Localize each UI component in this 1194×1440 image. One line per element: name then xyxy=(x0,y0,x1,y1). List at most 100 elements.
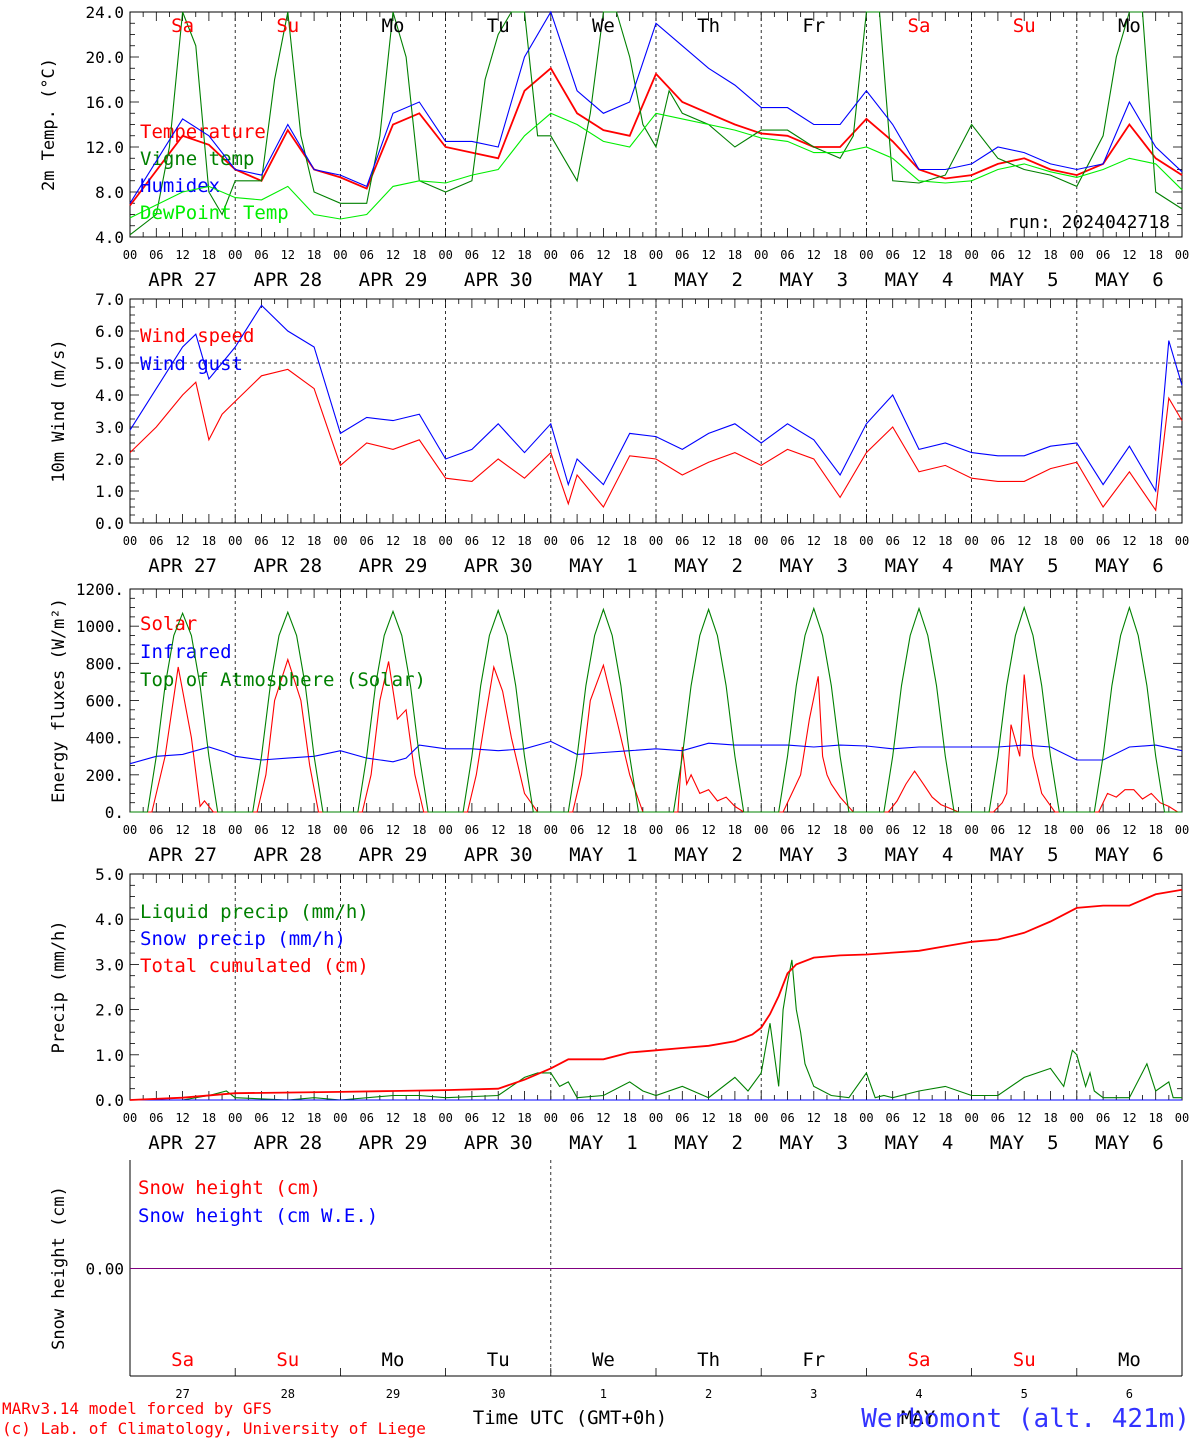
hour-label: 06 xyxy=(780,534,794,548)
hour-label: 18 xyxy=(202,534,216,548)
hour-label: 00 xyxy=(228,534,242,548)
date-label: APR 30 xyxy=(464,555,533,577)
hour-label: 12 xyxy=(281,248,295,262)
y-axis-label: Energy fluxes (W/m²) xyxy=(49,598,69,803)
y-tick-label: 0.0 xyxy=(95,1091,124,1110)
hour-label: 06 xyxy=(780,248,794,262)
hour-label: 18 xyxy=(833,1111,847,1125)
hour-label: 00 xyxy=(964,534,978,548)
legend-entry: Snow height (cm) xyxy=(138,1177,321,1199)
hour-label: 00 xyxy=(438,534,452,548)
y-tick-label: 0.00 xyxy=(85,1260,124,1279)
hour-label: 00 xyxy=(544,534,558,548)
date-label: MAY 1 xyxy=(569,844,638,866)
hour-label: 06 xyxy=(675,1111,689,1125)
hour-label: 00 xyxy=(859,534,873,548)
date-label: MAY 4 xyxy=(885,1132,954,1154)
hour-label: 18 xyxy=(1148,823,1162,837)
weekday-label: Sa xyxy=(171,15,194,37)
hour-label: 18 xyxy=(833,248,847,262)
legend-entry: Total cumulated (cm) xyxy=(140,955,369,977)
hour-label: 12 xyxy=(491,1111,505,1125)
date-label: MAY 2 xyxy=(674,269,743,291)
hour-label: 12 xyxy=(596,1111,610,1125)
hour-label: 12 xyxy=(596,534,610,548)
hour-label: 00 xyxy=(754,534,768,548)
hour-label: 18 xyxy=(728,534,742,548)
date-label: APR 29 xyxy=(359,844,428,866)
weekday-label: Sa xyxy=(908,15,931,37)
hour-label: 06 xyxy=(780,823,794,837)
hour-label: 00 xyxy=(1070,534,1084,548)
hour-label: 18 xyxy=(1148,248,1162,262)
hour-label: 06 xyxy=(570,823,584,837)
y-tick-label: 1000. xyxy=(76,617,124,636)
hour-label: 00 xyxy=(964,1111,978,1125)
hour-label: 12 xyxy=(386,534,400,548)
hour-label: 18 xyxy=(517,248,531,262)
hour-label: 00 xyxy=(1175,823,1189,837)
hour-label: 12 xyxy=(596,823,610,837)
hour-label: 06 xyxy=(570,534,584,548)
day-number-label: 1 xyxy=(600,1387,607,1401)
series-line xyxy=(129,740,1183,765)
series-line xyxy=(129,112,1183,220)
date-label: MAY 1 xyxy=(569,1132,638,1154)
legend-entry: Snow height (cm W.E.) xyxy=(138,1205,378,1227)
hour-label: 06 xyxy=(1096,1111,1110,1125)
hour-label: 00 xyxy=(438,1111,452,1125)
hour-label: 00 xyxy=(333,248,347,262)
date-label: APR 28 xyxy=(253,269,322,291)
weekday-label: Sa xyxy=(171,1349,194,1371)
hour-label: 18 xyxy=(307,248,321,262)
hour-label: 18 xyxy=(622,823,636,837)
hour-label: 12 xyxy=(1017,823,1031,837)
date-label: MAY 1 xyxy=(569,269,638,291)
legend-entry: Solar xyxy=(140,613,197,635)
hour-label: 06 xyxy=(465,248,479,262)
hour-label: 12 xyxy=(175,1111,189,1125)
hour-label: 18 xyxy=(833,823,847,837)
y-tick-label: 0.0 xyxy=(95,514,124,533)
hour-label: 12 xyxy=(912,248,926,262)
hour-label: 06 xyxy=(780,1111,794,1125)
hour-label: 00 xyxy=(859,1111,873,1125)
hour-label: 12 xyxy=(491,248,505,262)
y-tick-label: 2.0 xyxy=(95,1001,124,1020)
day-number-label: 29 xyxy=(386,1387,400,1401)
date-label: MAY 4 xyxy=(885,269,954,291)
y-tick-label: 3.0 xyxy=(95,418,124,437)
date-label: MAY 5 xyxy=(990,269,1059,291)
hour-label: 00 xyxy=(649,248,663,262)
legend-entry: Vigne temp xyxy=(140,148,254,170)
hour-label: 18 xyxy=(1148,534,1162,548)
hour-label: 00 xyxy=(964,248,978,262)
hour-label: 00 xyxy=(754,1111,768,1125)
panel-2: 0.0 1.0 2.0 3.0 4.0 5.0 6.0 7.0 10m Wind (m/s) 00… xyxy=(49,290,1189,577)
hour-label: 00 xyxy=(333,1111,347,1125)
date-label: MAY 6 xyxy=(1095,269,1164,291)
date-label: APR 29 xyxy=(359,269,428,291)
weekday-label: Sa xyxy=(908,1349,931,1371)
y-tick-label: 4.0 xyxy=(95,910,124,929)
panel-5: 0.00 Snow height (cm) Snow height (cm) Snow… xyxy=(49,1160,1183,1401)
y-tick-label: 200. xyxy=(85,766,124,785)
y-tick-label: 24.0 xyxy=(85,3,124,22)
station-label: Werbomont (alt. 421m) xyxy=(861,1404,1190,1434)
panel-1: 4.0 8.0 12.0 16.0 20.0 24.0 2m Temp. (°C) 00 06 1… xyxy=(39,3,1189,291)
y-tick-label: 5.0 xyxy=(95,354,124,373)
hour-label: 12 xyxy=(281,823,295,837)
hour-label: 00 xyxy=(438,248,452,262)
hour-label: 18 xyxy=(412,248,426,262)
hour-label: 18 xyxy=(202,1111,216,1125)
date-label: MAY 4 xyxy=(885,844,954,866)
hour-label: 18 xyxy=(202,823,216,837)
hour-label: 00 xyxy=(228,248,242,262)
date-label: APR 27 xyxy=(148,555,217,577)
legend-entry: DewPoint Temp xyxy=(140,202,289,224)
hour-label: 12 xyxy=(912,823,926,837)
hour-label: 18 xyxy=(833,534,847,548)
hour-label: 18 xyxy=(938,823,952,837)
hour-label: 06 xyxy=(254,248,268,262)
y-tick-label: 0. xyxy=(105,803,124,822)
